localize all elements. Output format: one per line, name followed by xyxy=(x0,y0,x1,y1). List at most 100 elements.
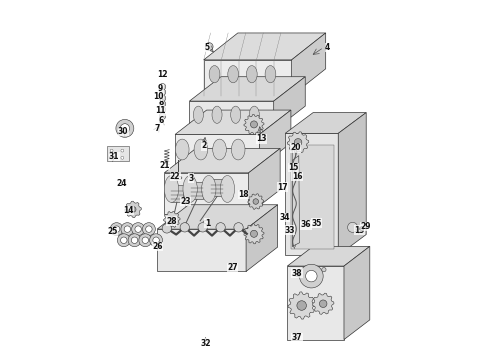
Text: 3: 3 xyxy=(189,174,194,183)
Circle shape xyxy=(120,124,129,133)
Ellipse shape xyxy=(201,176,216,202)
Polygon shape xyxy=(190,77,305,101)
Circle shape xyxy=(159,89,166,95)
FancyBboxPatch shape xyxy=(107,145,129,161)
Text: 18: 18 xyxy=(238,190,248,199)
Circle shape xyxy=(116,120,134,137)
Ellipse shape xyxy=(175,139,189,160)
Circle shape xyxy=(142,237,148,243)
Text: 38: 38 xyxy=(292,269,302,278)
Text: 19: 19 xyxy=(354,226,365,235)
Circle shape xyxy=(113,226,120,232)
Polygon shape xyxy=(175,134,259,167)
Text: 29: 29 xyxy=(360,222,370,231)
Circle shape xyxy=(110,149,113,152)
Text: 35: 35 xyxy=(312,219,322,228)
Text: 23: 23 xyxy=(181,197,191,206)
Ellipse shape xyxy=(173,176,182,180)
Text: 33: 33 xyxy=(285,226,295,235)
Polygon shape xyxy=(259,110,291,167)
Text: 1: 1 xyxy=(205,219,210,228)
Circle shape xyxy=(121,156,124,159)
Circle shape xyxy=(297,301,306,310)
Ellipse shape xyxy=(228,66,239,83)
Circle shape xyxy=(135,226,141,232)
Ellipse shape xyxy=(231,139,245,160)
Polygon shape xyxy=(204,60,292,96)
Circle shape xyxy=(347,222,358,232)
Polygon shape xyxy=(313,293,334,314)
Circle shape xyxy=(159,107,166,113)
Circle shape xyxy=(110,223,123,235)
Circle shape xyxy=(250,121,257,128)
Circle shape xyxy=(299,264,323,288)
Text: 15: 15 xyxy=(288,163,298,172)
Polygon shape xyxy=(244,224,264,244)
FancyBboxPatch shape xyxy=(171,185,183,202)
Circle shape xyxy=(117,234,130,247)
Text: 16: 16 xyxy=(292,172,302,181)
Polygon shape xyxy=(157,205,278,229)
Circle shape xyxy=(319,300,327,307)
Text: 36: 36 xyxy=(301,220,311,229)
Circle shape xyxy=(121,149,124,152)
Circle shape xyxy=(130,207,136,212)
Polygon shape xyxy=(287,266,344,339)
Circle shape xyxy=(153,237,159,243)
Circle shape xyxy=(159,101,166,107)
Text: 4: 4 xyxy=(325,43,330,52)
Circle shape xyxy=(110,156,113,159)
Polygon shape xyxy=(248,148,280,214)
Polygon shape xyxy=(175,110,291,134)
Polygon shape xyxy=(244,114,264,134)
Circle shape xyxy=(121,223,134,235)
Ellipse shape xyxy=(194,106,203,123)
Circle shape xyxy=(128,234,141,247)
Ellipse shape xyxy=(205,42,213,50)
Text: 20: 20 xyxy=(290,143,300,152)
Polygon shape xyxy=(285,134,338,255)
Circle shape xyxy=(121,237,127,243)
Text: 2: 2 xyxy=(201,141,206,150)
Ellipse shape xyxy=(213,139,226,160)
Text: 26: 26 xyxy=(152,242,162,251)
Polygon shape xyxy=(291,145,334,249)
Text: 5: 5 xyxy=(205,43,210,52)
Text: 22: 22 xyxy=(170,172,180,181)
Polygon shape xyxy=(287,132,309,153)
Text: 9: 9 xyxy=(158,84,163,93)
Ellipse shape xyxy=(194,139,208,160)
Polygon shape xyxy=(344,246,370,339)
Circle shape xyxy=(322,267,326,272)
Polygon shape xyxy=(338,113,366,255)
Text: 12: 12 xyxy=(157,70,168,79)
Text: 11: 11 xyxy=(155,106,166,115)
Text: 37: 37 xyxy=(292,333,302,342)
Text: 6: 6 xyxy=(158,116,163,125)
Ellipse shape xyxy=(231,106,241,123)
Circle shape xyxy=(250,230,257,237)
Circle shape xyxy=(294,139,302,146)
Circle shape xyxy=(234,223,243,232)
Polygon shape xyxy=(288,292,315,319)
Circle shape xyxy=(132,223,145,235)
Ellipse shape xyxy=(164,176,179,202)
Polygon shape xyxy=(274,77,305,131)
Polygon shape xyxy=(157,229,246,271)
Ellipse shape xyxy=(212,106,222,123)
Ellipse shape xyxy=(183,176,197,202)
Polygon shape xyxy=(204,33,326,60)
FancyBboxPatch shape xyxy=(211,179,223,197)
Circle shape xyxy=(124,226,131,232)
Text: 14: 14 xyxy=(123,206,134,215)
Circle shape xyxy=(159,84,166,90)
Circle shape xyxy=(159,113,166,120)
Polygon shape xyxy=(164,211,180,228)
Ellipse shape xyxy=(209,66,220,83)
Text: 17: 17 xyxy=(277,183,288,192)
Circle shape xyxy=(146,226,152,232)
Text: 30: 30 xyxy=(118,127,128,136)
Circle shape xyxy=(162,224,171,233)
Text: 34: 34 xyxy=(279,213,290,222)
Circle shape xyxy=(306,270,317,282)
